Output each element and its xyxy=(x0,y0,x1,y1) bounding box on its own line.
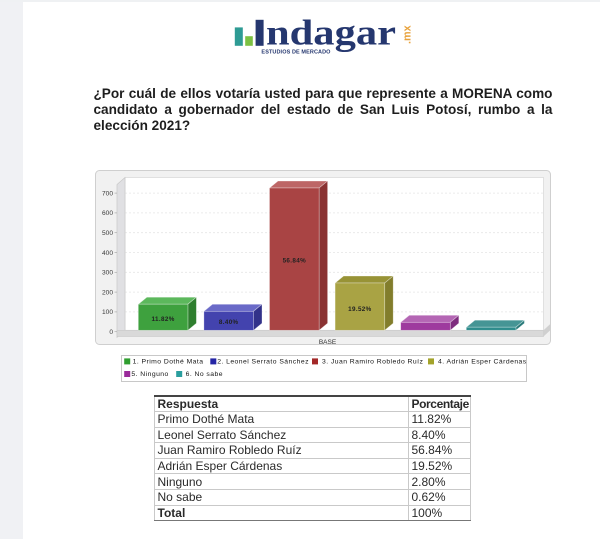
svg-text:11.82%: 11.82% xyxy=(152,316,175,323)
svg-text:ESTUDIOS DE MERCADO: ESTUDIOS DE MERCADO xyxy=(261,50,331,56)
svg-text:.mx: .mx xyxy=(402,25,414,44)
svg-text:5. Ninguno: 5. Ninguno xyxy=(131,371,168,378)
svg-text:1. Primo Dothé Mata: 1. Primo Dothé Mata xyxy=(133,358,204,365)
svg-text:19.52%: 19.52% xyxy=(348,306,372,313)
svg-text:300: 300 xyxy=(102,270,113,277)
svg-text:700: 700 xyxy=(102,190,113,197)
svg-text:0: 0 xyxy=(109,329,113,336)
svg-text:8.40%: 8.40% xyxy=(219,319,239,326)
svg-text:600: 600 xyxy=(102,210,113,217)
svg-text:3. Juan Ramiro Robledo Ruíz: 3. Juan Ramiro Robledo Ruíz xyxy=(322,358,423,365)
svg-text:56.84%: 56.84% xyxy=(283,258,307,265)
svg-text:4. Adrián Esper Cárdenas: 4. Adrián Esper Cárdenas xyxy=(438,358,527,365)
svg-text:100: 100 xyxy=(102,309,113,316)
svg-text:200: 200 xyxy=(102,289,113,296)
svg-text:400: 400 xyxy=(102,250,113,257)
svg-text:500: 500 xyxy=(102,230,113,237)
svg-text:6. No sabe: 6. No sabe xyxy=(186,371,223,378)
svg-text:BASE: BASE xyxy=(319,339,337,346)
svg-text:ndagar: ndagar xyxy=(266,13,396,53)
svg-text:2. Leonel Serrato Sánchez: 2. Leonel Serrato Sánchez xyxy=(217,358,309,365)
